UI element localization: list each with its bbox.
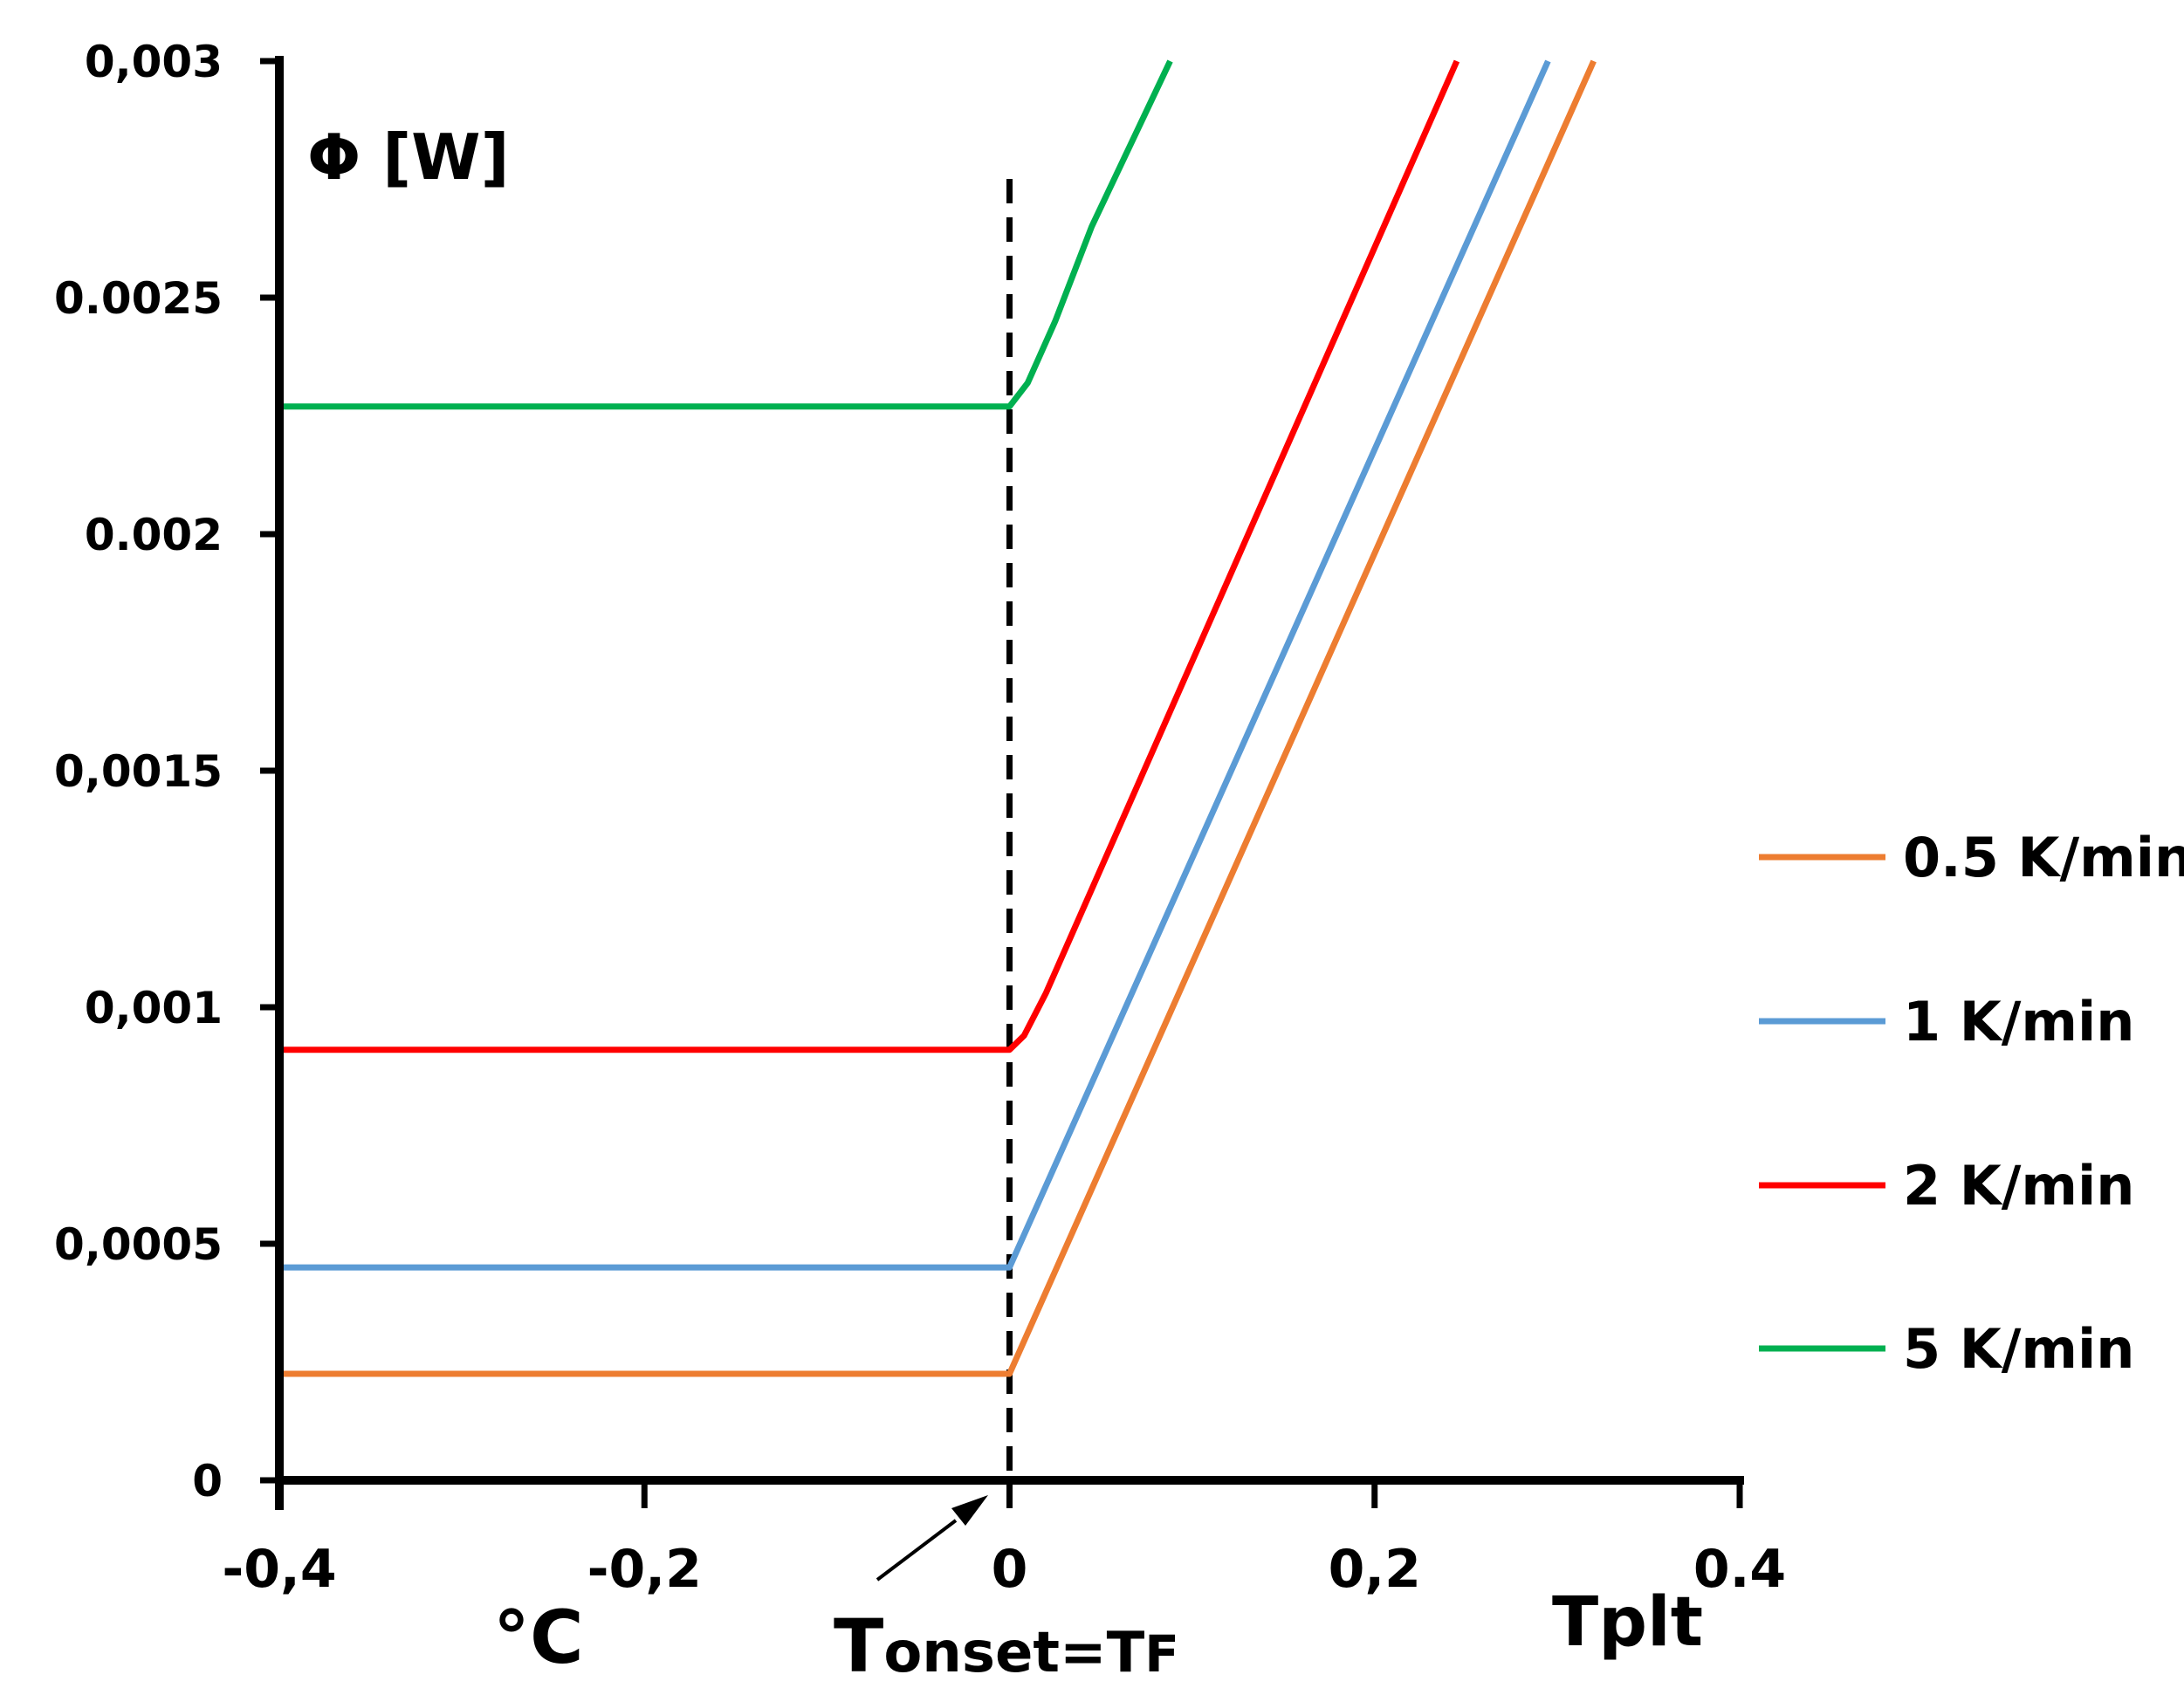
- legend: 0.5 K/min 1 K/min 2 K/min 5 K/min: [1759, 826, 2184, 1381]
- legend-label-2: 2 K/min: [1903, 1154, 2134, 1218]
- y-tick-label: 0: [192, 1456, 223, 1506]
- onset-annotation-main: onset=T: [883, 1621, 1144, 1685]
- y-axis-title: Φ [W]: [307, 120, 510, 194]
- series-line-2: [279, 59, 1460, 1053]
- x-tick-label: 0,2: [1329, 1539, 1421, 1600]
- text-layer: 0 0,0005 0,001 0,0015 0.002 0.0025 0,003 -0,4 -0…: [54, 37, 1786, 1689]
- x-tick-label: 0.4: [1693, 1539, 1786, 1600]
- legend-label-1: 1 K/min: [1903, 990, 2134, 1053]
- y-tick-label: 0.002: [85, 510, 223, 560]
- x-tick-label: -0,4: [222, 1539, 336, 1600]
- x-tick-label: -0,2: [587, 1539, 702, 1600]
- onset-annotation-suffix: F: [1144, 1624, 1179, 1684]
- arrow-head: [951, 1495, 988, 1526]
- y-tick-label: 0,003: [85, 37, 223, 87]
- legend-label-0: 0.5 K/min: [1903, 826, 2184, 889]
- y-tick-label: 0,0015: [54, 746, 223, 797]
- legend-label-3: 5 K/min: [1903, 1317, 2134, 1381]
- series-line-0: [279, 59, 1597, 1377]
- onset-annotation: Tonset=TF: [834, 1603, 1179, 1689]
- axis-layer: [260, 56, 1744, 1510]
- arrow-shaft: [876, 1519, 958, 1582]
- onset-annotation-prefix: T: [834, 1603, 883, 1689]
- x-tick-label: 0: [992, 1539, 1028, 1600]
- y-tick-label: 0.0025: [54, 273, 223, 324]
- y-tick-label: 0,0005: [54, 1219, 223, 1270]
- series-line-3: [279, 59, 1173, 410]
- series-line-1: [279, 59, 1551, 1271]
- series-layer: [279, 59, 1597, 1377]
- x-axis-unit-label: °C: [493, 1595, 584, 1680]
- y-tick-label: 0,001: [85, 983, 223, 1033]
- x-axis-title: Tplt: [1552, 1583, 1703, 1662]
